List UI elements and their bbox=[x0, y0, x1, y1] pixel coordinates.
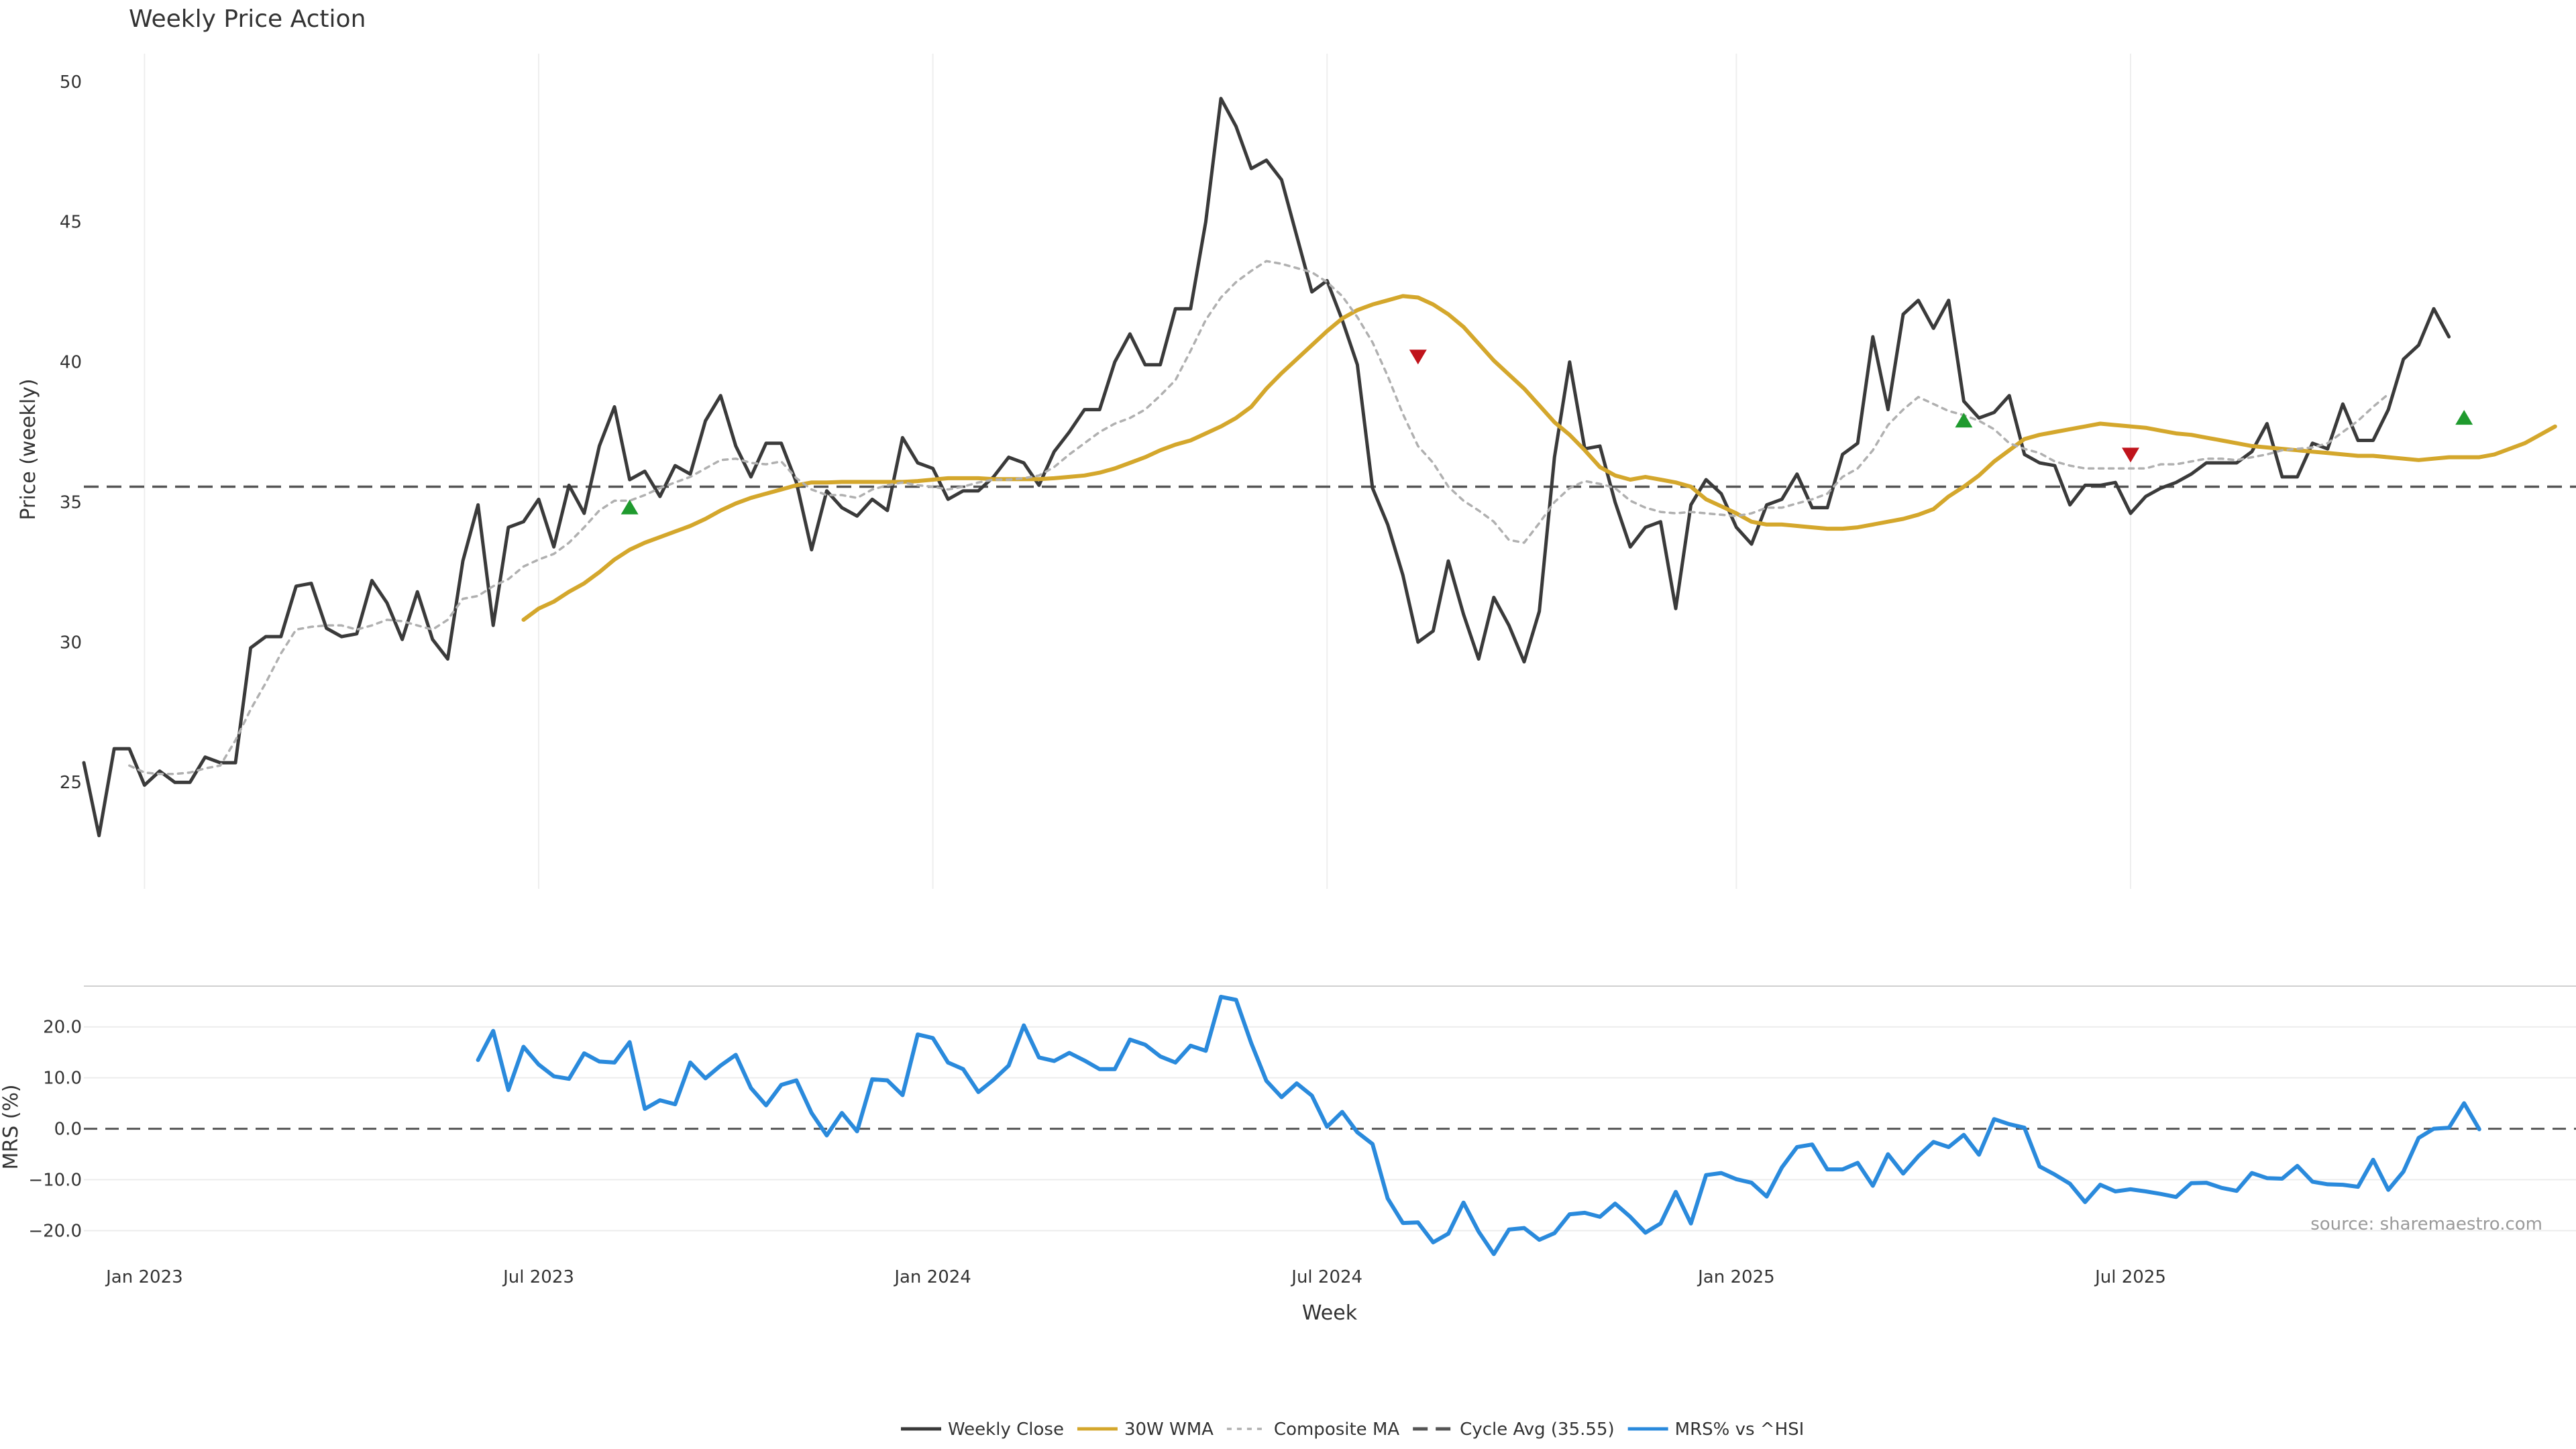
y-axis-label: Price (weekly) bbox=[17, 378, 40, 520]
series-lines bbox=[82, 97, 2557, 1256]
sell-signal-marker bbox=[1409, 350, 1427, 365]
buy-signal-marker bbox=[2455, 410, 2473, 425]
x-tick-label: Jan 2025 bbox=[1697, 1267, 1775, 1287]
legend-entry: Weekly Close bbox=[948, 1419, 1064, 1440]
x-tick-label: Jul 2023 bbox=[502, 1267, 574, 1287]
30w-wma-line bbox=[521, 294, 2557, 622]
y2-tick-label: −20.0 bbox=[28, 1221, 82, 1241]
y-tick-label: 40 bbox=[60, 353, 82, 373]
weekly-close-line bbox=[82, 97, 2451, 838]
mrs-vs-hsi-line bbox=[476, 994, 2481, 1256]
y-tick-label: 50 bbox=[60, 72, 82, 93]
signal-markers bbox=[621, 350, 2473, 515]
x-tick-label: Jul 2024 bbox=[1290, 1267, 1362, 1287]
y-tick-label: 35 bbox=[60, 492, 82, 513]
x-tick-label: Jan 2024 bbox=[893, 1267, 971, 1287]
chart-title: Weekly Price Action bbox=[129, 5, 366, 33]
x-tick-label: Jul 2025 bbox=[2094, 1267, 2166, 1287]
legend: Weekly Close 30W WMA Composite MA Cycle Avg… bbox=[901, 1419, 1804, 1440]
y2-axis-label: MRS (%) bbox=[0, 1084, 23, 1169]
legend-entry: 30W WMA bbox=[1124, 1419, 1214, 1440]
y-tick-label: 30 bbox=[60, 633, 82, 653]
grid-lines bbox=[84, 54, 2576, 1232]
sell-signal-marker bbox=[2122, 447, 2139, 463]
buy-signal-marker bbox=[621, 499, 639, 515]
tick-labels: Jan 2023 Jul 2023 Jan 2024 Jul 2024 Jan 2025… bbox=[28, 72, 2166, 1287]
legend-entry: Composite MA bbox=[1274, 1419, 1399, 1440]
y2-tick-label: 20.0 bbox=[43, 1018, 82, 1038]
y-tick-label: 45 bbox=[60, 213, 82, 233]
composite-ma-line bbox=[128, 260, 2390, 775]
buy-signal-marker bbox=[1955, 413, 1973, 428]
y2-tick-label: 10.0 bbox=[43, 1069, 82, 1089]
legend-entry: MRS% vs ^HSI bbox=[1675, 1419, 1805, 1440]
y-tick-label: 25 bbox=[60, 773, 82, 793]
source-credit: source: sharemaestro.com bbox=[2310, 1214, 2542, 1234]
x-tick-label: Jan 2023 bbox=[105, 1267, 183, 1287]
legend-entry: Cycle Avg (35.55) bbox=[1460, 1419, 1614, 1440]
y2-tick-label: −10.0 bbox=[28, 1171, 82, 1191]
y2-tick-label: 0.0 bbox=[54, 1120, 82, 1140]
x-axis-label: Week bbox=[1302, 1301, 1358, 1325]
